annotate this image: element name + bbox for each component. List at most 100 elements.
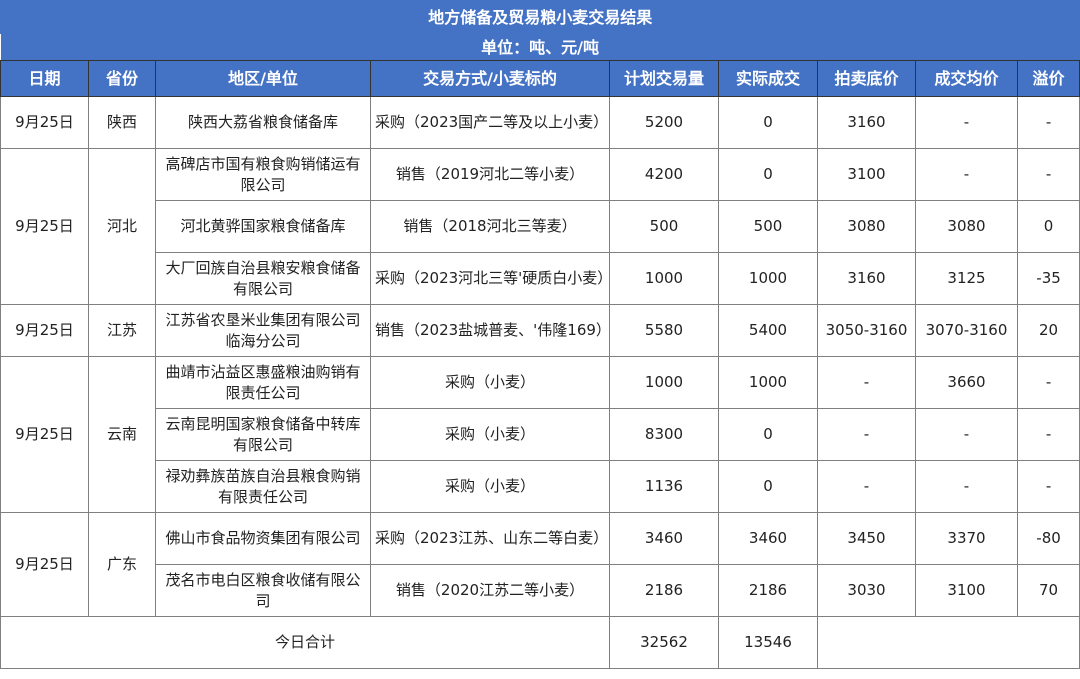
planned-volume-cell: 4200 — [609, 148, 719, 201]
premium-cell: 0 — [1016, 200, 1080, 253]
reserve-price-cell: 3160 — [817, 96, 916, 149]
avg-price-cell: 3100 — [915, 564, 1018, 617]
column-header-planned-volume: 计划交易量 — [609, 60, 719, 97]
table-row: 禄劝彝族苗族自治县粮食购销有限责任公司 采购（小麦） 1136 0- - - — [1, 460, 1080, 513]
trade-method-cell: 销售（2023盐城普麦、'伟隆169） — [370, 304, 611, 357]
planned-volume-cell: 500 — [609, 200, 719, 253]
unit-name-cell: 江苏省农垦米业集团有限公司临海分公司 — [155, 304, 371, 357]
trade-method-cell: 采购（小麦） — [370, 408, 610, 461]
total-row: 今日合计 32562 13546 — [0, 616, 1080, 669]
province-cell: 江苏 — [88, 304, 156, 357]
actual-volume-cell: 0 — [718, 96, 818, 149]
actual-volume-cell: 3460 — [718, 512, 818, 565]
table-row: 9月25日 广东 佛山市食品物资集团有限公司 采购（2023江苏、山东二等白麦） 346… — [0, 512, 1080, 617]
province-cell: 陕西 — [88, 96, 156, 149]
trade-method-cell: 采购（2023国产二等及以上小麦） — [370, 96, 610, 149]
premium-cell: - — [1016, 96, 1080, 149]
planned-volume-cell: 3460 — [609, 512, 719, 565]
reserve-price-cell: - — [817, 408, 916, 461]
avg-price-cell: 3080 — [915, 200, 1018, 253]
unit-name-cell: 曲靖市沾益区惠盛粮油购销有限责任公司 — [155, 356, 371, 409]
planned-volume-cell: 1000 — [609, 356, 719, 409]
total-label: 今日合计 — [0, 616, 610, 669]
unit-name-cell: 云南昆明国家粮食储备中转库有限公司 — [155, 408, 371, 461]
premium-cell: -80 — [1016, 512, 1080, 565]
avg-price-cell: - — [915, 408, 1018, 461]
actual-volume-cell: 0 — [718, 460, 818, 513]
planned-volume-cell: 5580 — [609, 304, 719, 357]
table-title: 地方储备及贸易粮小麦交易结果 — [0, 0, 1080, 34]
avg-price-cell: 3070-3160 — [915, 304, 1018, 357]
reserve-price-cell: 3080 — [817, 200, 916, 253]
province-cell: 云南 — [88, 356, 156, 513]
trade-method-cell: 销售（2018河北三等麦） — [370, 200, 610, 253]
planned-volume-cell: 2186 — [609, 564, 719, 617]
unit-name-cell: 大厂回族自治县粮安粮食储备有限公司 — [155, 252, 371, 305]
table-row: 河北黄骅国家粮食储备库 销售（2018河北三等麦） 500 500 3080 3080 0 — [1, 200, 1080, 253]
reserve-price-cell: 3100 — [817, 148, 916, 201]
unit-name-cell: 高碑店市国有粮食购销储运有限公司 — [155, 148, 371, 201]
reserve-price-cell: - — [817, 356, 916, 409]
column-header-province: 省份 — [88, 60, 156, 97]
empty-cell — [816, 616, 1080, 669]
actual-volume-cell: 0 — [718, 408, 818, 461]
reserve-price-cell: 3030 — [817, 564, 916, 617]
trade-method-cell: 采购（小麦） — [370, 460, 610, 513]
premium-cell: 70 — [1016, 564, 1080, 617]
unit-name-cell: 陕西大荔省粮食储备库 — [155, 96, 371, 149]
reserve-price-cell: 3160 — [817, 252, 916, 305]
trade-method-cell: 销售（2019河北二等小麦） — [370, 148, 610, 201]
trade-method-cell: 销售（2020江苏二等小麦） — [370, 564, 610, 617]
unit-name-cell: 禄劝彝族苗族自治县粮食购销有限责任公司 — [155, 460, 371, 513]
avg-price-cell: - — [915, 96, 1018, 149]
planned-volume-cell: 5200 — [609, 96, 719, 149]
province-cell: 河北 — [88, 148, 156, 305]
table-row: 大厂回族自治县粮安粮食储备有限公司 采购（2023河北三等'硬质白小麦） 1000 1… — [1, 252, 1080, 305]
trade-method-cell: 采购（2023江苏、山东二等白麦） — [370, 512, 610, 565]
actual-volume-cell: 1000 — [718, 356, 818, 409]
actual-volume-cell: 5400 — [718, 304, 818, 357]
unit-name-cell: 佛山市食品物资集团有限公司 — [155, 512, 371, 565]
date-cell: 9月25日 — [0, 512, 89, 617]
premium-cell: - — [1016, 408, 1080, 461]
planned-volume-cell: 1136 — [609, 460, 719, 513]
avg-price-cell: 3125 — [915, 252, 1018, 305]
table-row: 云南昆明国家粮食储备中转库有限公司 采购（小麦） 8300 0- - - — [1, 408, 1080, 461]
premium-cell: - — [1016, 356, 1080, 409]
column-header-unit-name: 地区/单位 — [155, 60, 371, 97]
total-planned: 32562 — [609, 616, 719, 669]
date-cell: 9月25日 — [0, 304, 89, 357]
avg-price-cell: - — [915, 148, 1018, 201]
planned-volume-cell: 1000 — [609, 252, 719, 305]
column-header-actual-volume: 实际成交 — [718, 60, 818, 97]
date-cell: 9月25日 — [0, 356, 89, 513]
column-header-reserve-price: 拍卖底价 — [817, 60, 916, 97]
premium-cell: 20 — [1016, 304, 1080, 357]
actual-volume-cell: 0 — [718, 148, 818, 201]
avg-price-cell: - — [915, 460, 1018, 513]
column-header-trade-method: 交易方式/小麦标的 — [370, 60, 610, 97]
reserve-price-cell: 3450 — [817, 512, 916, 565]
column-header-date: 日期 — [0, 60, 89, 97]
actual-volume-cell: 2186 — [718, 564, 818, 617]
province-cell: 广东 — [88, 512, 156, 617]
table-row: 9月25日 江苏 江苏省农垦米业集团有限公司临海分公司 销售（2023盐城普麦、'伟隆… — [0, 304, 1080, 357]
total-actual: 13546 — [718, 616, 818, 669]
premium-cell: - — [1016, 460, 1080, 513]
column-header-premium: 溢价 — [1016, 60, 1080, 97]
date-cell: 9月25日 — [0, 148, 89, 305]
avg-price-cell: 3660 — [915, 356, 1018, 409]
unit-name-cell: 河北黄骅国家粮食储备库 — [155, 200, 371, 253]
trade-method-cell: 采购（2023河北三等'硬质白小麦） — [370, 252, 612, 305]
trade-method-cell: 采购（小麦） — [370, 356, 610, 409]
reserve-price-cell: 3050-3160 — [817, 304, 916, 357]
table-row: 9月25日 河北 高碑店市国有粮食购销储运有限公司 销售（2019河北二等小麦） 420… — [0, 148, 1080, 305]
premium-cell: -35 — [1016, 252, 1080, 305]
unit-name-cell: 茂名市电白区粮食收储有限公司 — [155, 564, 371, 617]
reserve-price-cell: - — [817, 460, 916, 513]
actual-volume-cell: 500 — [718, 200, 818, 253]
table-row: 9月25日 陕西 陕西大荔省粮食储备库 采购（2023国产二等及以上小麦） 5200 0 3… — [0, 96, 1080, 149]
avg-price-cell: 3370 — [915, 512, 1018, 565]
table-row: 9月25日 云南 曲靖市沾益区惠盛粮油购销有限责任公司 采购（小麦） 1000 1000-… — [0, 356, 1080, 513]
